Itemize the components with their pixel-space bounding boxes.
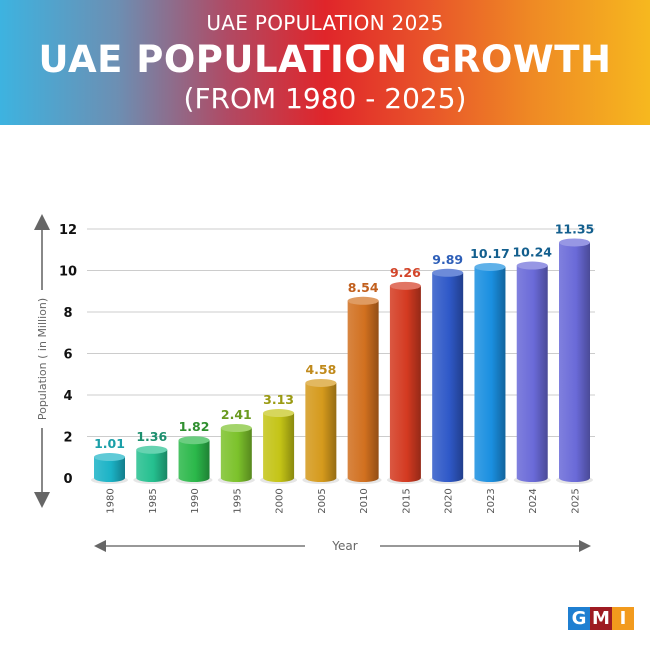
bar <box>389 285 421 482</box>
x-tick-label: 2024 <box>528 488 539 513</box>
bar <box>305 382 337 482</box>
bar-cap <box>94 453 125 462</box>
x-tick-label: 2015 <box>401 488 412 513</box>
bar-cap <box>220 423 252 432</box>
bar-group: 9.89 <box>429 252 467 484</box>
bar-value-label: 11.35 <box>555 221 595 236</box>
y-tick-label: 4 <box>63 389 72 404</box>
logo-letter-i: I <box>612 607 634 630</box>
logo-letter-m: M <box>590 607 612 630</box>
chart-subtitle: UAE POPULATION 2025 <box>206 11 444 35</box>
x-tick-label: 1980 <box>106 488 117 513</box>
gridlines <box>87 228 595 437</box>
bars: 1.01 1.36 1.82 2.41 3.13 4.58 8.54 9.26 9.89 10.1… <box>91 221 594 484</box>
bar-value-label: 1.01 <box>94 436 125 451</box>
bar-value-label: 10.24 <box>512 245 552 260</box>
bar-cap <box>347 296 379 305</box>
bar <box>559 242 590 482</box>
title-banner: UAE POPULATION 2025 UAE POPULATION GROWT… <box>0 0 650 125</box>
chart-date-range: (FROM 1980 - 2025) <box>183 82 467 115</box>
x-tick-label: 2020 <box>444 488 455 513</box>
gmi-logo: G M I <box>568 607 634 630</box>
bar <box>432 272 464 482</box>
y-tick-label: 8 <box>63 306 72 321</box>
x-tick-label: 2023 <box>486 488 497 513</box>
bar-cap <box>263 409 295 418</box>
bar-value-label: 3.13 <box>263 392 294 407</box>
bar <box>94 457 125 482</box>
bar-group: 8.54 <box>344 280 382 484</box>
bar-cap <box>516 261 548 270</box>
bar-group: 2.41 <box>217 407 255 484</box>
x-tick-label: 1990 <box>190 488 201 513</box>
bar-value-label: 9.26 <box>390 265 421 280</box>
bar-group: 1.36 <box>133 429 171 484</box>
bar <box>347 300 379 482</box>
bar-cap <box>389 281 421 290</box>
chart-title: UAE POPULATION GROWTH <box>38 38 612 81</box>
bar-value-label: 10.17 <box>470 246 510 261</box>
bar-group: 11.35 <box>555 221 595 484</box>
bar-group: 4.58 <box>302 362 340 484</box>
bar-group: 10.17 <box>470 246 510 484</box>
y-tick-label: 2 <box>63 431 72 446</box>
y-tick-label: 10 <box>59 265 77 280</box>
bar-group: 10.24 <box>512 245 552 484</box>
x-axis-label: Year <box>331 539 357 553</box>
bar-value-label: 9.89 <box>432 252 463 267</box>
bar-cap <box>474 262 506 271</box>
bar-group: 3.13 <box>260 392 298 484</box>
bar-cap <box>559 238 590 247</box>
x-tick-label: 2025 <box>571 488 582 513</box>
bar <box>136 449 168 482</box>
bar-value-label: 1.36 <box>136 429 167 444</box>
bar-cap <box>136 445 168 454</box>
bar-group: 1.01 <box>91 436 128 484</box>
bar <box>220 427 252 482</box>
y-axis-label: Population ( in Million) <box>36 298 49 420</box>
bar-value-label: 2.41 <box>221 407 252 422</box>
bar-cap <box>305 378 337 387</box>
bar-value-label: 8.54 <box>348 280 379 295</box>
bar-value-label: 1.82 <box>179 419 210 434</box>
y-tick-label: 6 <box>63 348 72 363</box>
x-axis: 1980 1985 1990 1995 2000 2005 2010 2015 2020 2023… <box>94 488 591 553</box>
x-tick-label: 1985 <box>148 488 159 513</box>
bar-cap <box>432 268 464 277</box>
y-tick-label: 12 <box>59 223 77 238</box>
y-tick-label: 0 <box>63 472 72 487</box>
bar-value-label: 4.58 <box>305 362 336 377</box>
x-tick-label: 1995 <box>232 488 243 513</box>
y-axis: 0 2 4 6 8 10 12 Population ( in Million) <box>34 214 77 508</box>
bar <box>516 265 548 482</box>
x-tick-label: 2000 <box>275 488 286 513</box>
logo-letter-g: G <box>568 607 590 630</box>
bar-cap <box>178 436 210 445</box>
bar-group: 9.26 <box>386 265 424 484</box>
bar <box>178 440 210 482</box>
x-tick-label: 2005 <box>317 488 328 513</box>
x-tick-label: 2010 <box>359 488 370 513</box>
bar-group: 1.82 <box>175 419 213 484</box>
bar <box>474 266 506 482</box>
bar <box>263 413 295 482</box>
